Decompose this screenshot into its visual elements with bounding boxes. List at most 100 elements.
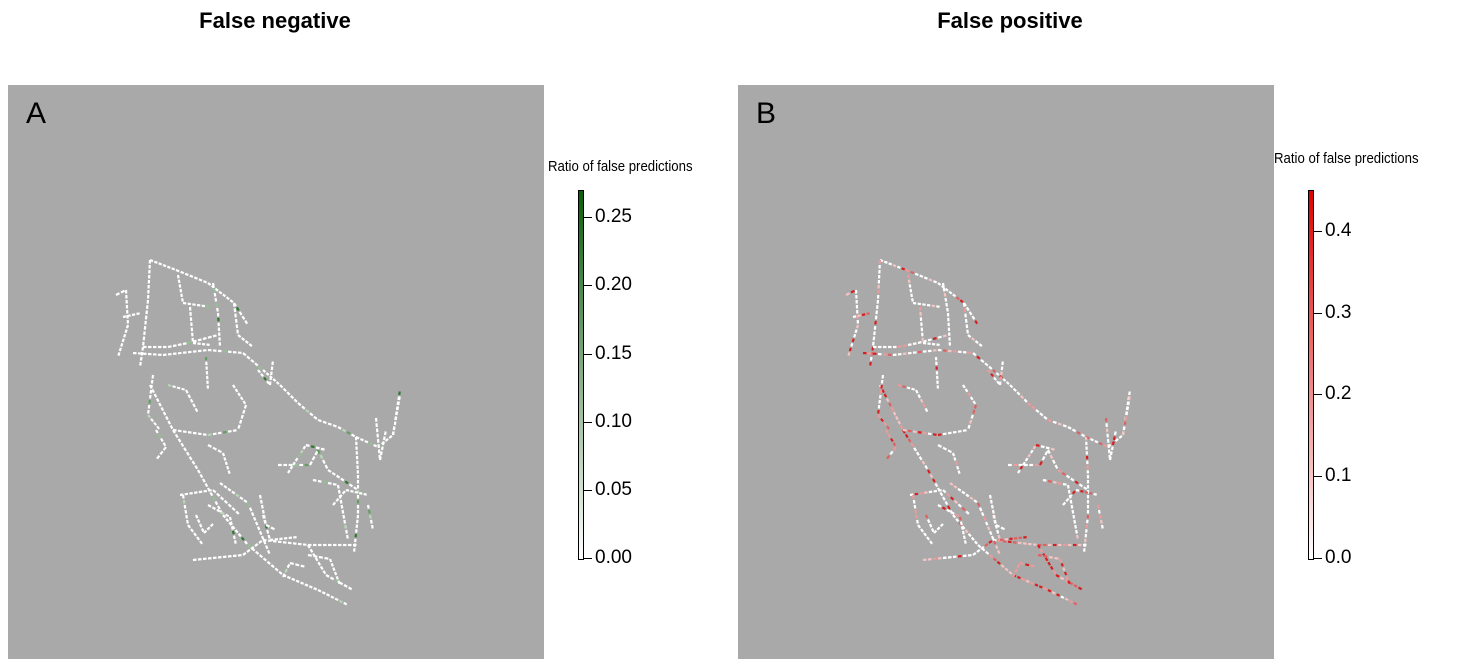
road-segment	[909, 288, 913, 293]
road-segment	[241, 337, 246, 341]
road-segment	[914, 509, 918, 514]
road-segment	[335, 474, 341, 479]
road-segment	[241, 315, 246, 320]
road-segment	[913, 504, 917, 509]
road-segment	[850, 342, 854, 347]
road-segment	[883, 421, 887, 426]
legend-tick-mark	[1314, 476, 1322, 478]
road-segment	[1123, 421, 1127, 426]
road-segment	[202, 337, 207, 341]
road-segment	[231, 490, 236, 495]
road-segment	[1089, 437, 1094, 442]
road-segment	[973, 404, 978, 409]
road-segment	[885, 397, 890, 403]
road-segment	[962, 429, 967, 432]
road-segment	[912, 342, 917, 346]
road-segment	[337, 580, 341, 585]
road-segment	[1061, 471, 1066, 476]
road-segment	[338, 599, 343, 604]
road-segment	[225, 513, 230, 518]
road-segment	[1073, 519, 1077, 524]
road-segment	[1074, 524, 1077, 529]
road-segment	[131, 313, 136, 317]
road-segment	[221, 452, 226, 457]
legend-title-a: Ratio of false predictions	[548, 158, 693, 175]
road-segment	[208, 489, 212, 492]
road-segment	[184, 272, 189, 277]
road-segment	[933, 280, 938, 284]
road-segment	[1071, 428, 1077, 433]
road-segment	[1022, 461, 1026, 466]
road-segment	[213, 292, 217, 297]
legend-tick-label: 0.20	[595, 274, 632, 296]
road-segment	[888, 262, 893, 266]
road-segment	[933, 529, 938, 534]
panel-letter-a: A	[26, 97, 47, 130]
road-segment	[125, 324, 130, 329]
road-segment	[1042, 478, 1047, 482]
road-segment	[184, 509, 188, 514]
road-segment	[984, 521, 989, 526]
road-segment	[337, 489, 341, 494]
road-segment	[922, 431, 927, 435]
road-segment	[235, 510, 240, 515]
road-segment	[952, 430, 957, 434]
road-segment	[379, 451, 383, 456]
road-segment	[155, 429, 159, 434]
road-segment	[947, 449, 953, 454]
road-segment	[177, 429, 182, 433]
road-segment	[918, 456, 923, 461]
road-segment	[302, 445, 307, 450]
road-segment	[202, 478, 206, 483]
road-segment	[1060, 595, 1065, 599]
road-segment	[1080, 433, 1086, 438]
road-segment	[252, 516, 257, 521]
road-segment	[204, 482, 209, 488]
road-segment	[906, 274, 910, 279]
road-segment	[987, 369, 991, 374]
road-segment	[342, 514, 346, 519]
road-segment	[326, 593, 331, 597]
road-segment	[947, 431, 952, 435]
road-segment	[915, 389, 919, 394]
road-segment	[923, 276, 928, 280]
road-segment	[266, 549, 271, 555]
road-segment	[212, 489, 217, 494]
road-segment	[957, 487, 962, 492]
road-segment	[912, 499, 916, 504]
road-segment	[162, 411, 167, 416]
road-segment	[919, 491, 923, 495]
road-segment	[1075, 488, 1080, 492]
road-segments	[115, 258, 401, 606]
road-segment	[196, 536, 200, 541]
road-segment	[325, 574, 330, 578]
road-segment	[155, 397, 160, 403]
road-segment	[982, 516, 987, 521]
road-segment	[934, 482, 939, 488]
road-segment	[974, 320, 979, 325]
road-segment	[270, 564, 275, 569]
road-segment	[120, 342, 124, 347]
road-segment	[162, 442, 167, 447]
road-segment	[398, 391, 401, 396]
road-segment	[923, 532, 927, 537]
road-segment	[193, 276, 198, 280]
road-segment	[1025, 563, 1030, 567]
road-segment	[194, 464, 199, 470]
road-segment	[959, 521, 963, 526]
road-segment	[244, 540, 248, 545]
road-segment	[1065, 497, 1070, 502]
road-segment	[1054, 556, 1059, 560]
road-segment	[321, 591, 326, 595]
road-segment	[262, 369, 267, 373]
road-segment	[194, 514, 199, 519]
road-segment	[197, 432, 202, 436]
road-segment	[324, 464, 329, 469]
road-segment	[976, 355, 981, 360]
road-segment	[229, 299, 234, 304]
road-segment	[191, 460, 196, 465]
road-segment	[845, 292, 850, 296]
road-segment	[973, 499, 978, 504]
road-segment	[337, 426, 342, 430]
road-segment	[989, 499, 993, 504]
